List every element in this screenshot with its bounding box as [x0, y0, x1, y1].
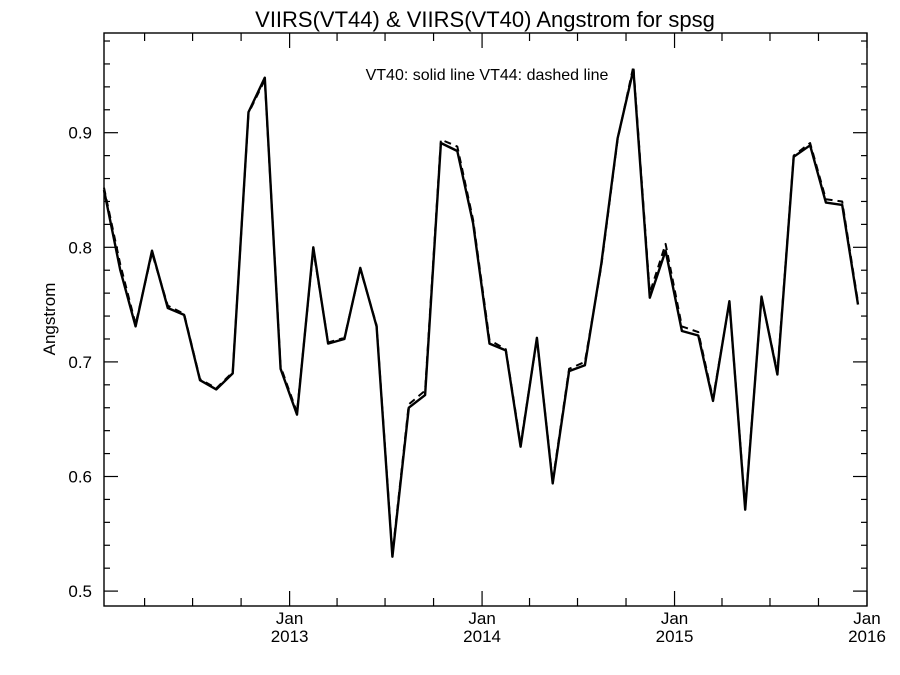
y-axis-label: Angstrom	[40, 283, 59, 356]
series-line-vt44	[103, 65, 859, 556]
axis-tick-labels: 0.50.60.70.80.9Jan2013Jan2014Jan2015Jan2…	[68, 124, 886, 646]
series-line-vt40	[102, 68, 860, 558]
y-tick-label: 0.7	[68, 353, 92, 372]
x-tick-year: 2013	[271, 627, 309, 646]
plot-frame	[103, 32, 868, 607]
y-tick-label: 0.5	[68, 582, 92, 601]
x-tick-month: Jan	[468, 609, 495, 628]
y-tick-label: 0.6	[68, 468, 92, 487]
chart-title: VIIRS(VT44) & VIIRS(VT40) Angstrom for s…	[255, 7, 715, 32]
x-tick-month: Jan	[661, 609, 688, 628]
x-tick-year: 2016	[848, 627, 886, 646]
line-style-note: VT40: solid line VT44: dashed line	[366, 67, 609, 84]
y-tick-label: 0.9	[68, 124, 92, 143]
series-group	[102, 65, 860, 558]
x-tick-month: Jan	[853, 609, 880, 628]
x-tick-year: 2015	[656, 627, 694, 646]
x-tick-year: 2014	[463, 627, 501, 646]
x-tick-month: Jan	[276, 609, 303, 628]
y-tick-label: 0.8	[68, 238, 92, 257]
